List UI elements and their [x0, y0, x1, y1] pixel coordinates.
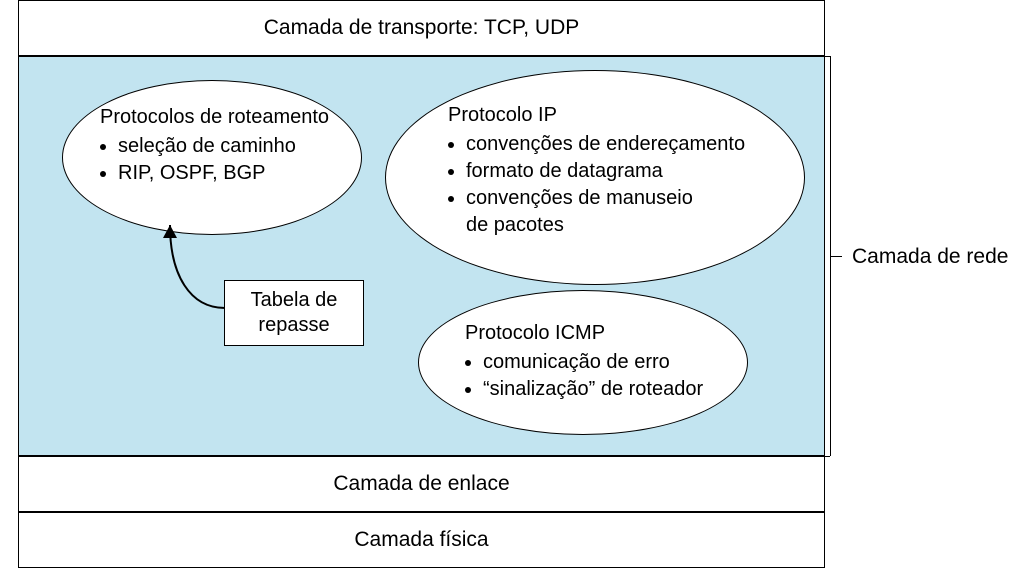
ip-list: convenções de endereçamento formato de d…	[448, 131, 745, 239]
transport-layer-label: Camada de transporte: TCP, UDP	[264, 16, 580, 40]
icmp-list: comunicação de erro “sinalização” de rot…	[465, 349, 703, 403]
icmp-title: Protocolo ICMP	[465, 320, 703, 347]
routing-list: seleção de caminho RIP, OSPF, BGP	[100, 133, 329, 187]
forwarding-table-label: Tabela de repasse	[251, 288, 338, 338]
forwarding-table-box: Tabela de repasse	[224, 280, 364, 346]
ip-item: convenções de manuseio de pacotes	[466, 185, 745, 239]
routing-item: RIP, OSPF, BGP	[118, 160, 329, 187]
physical-layer-box: Camada física	[18, 512, 825, 568]
icmp-item: comunicação de erro	[483, 349, 703, 376]
icmp-protocol-content: Protocolo ICMP comunicação de erro “sina…	[465, 320, 703, 403]
routing-item: seleção de caminho	[118, 133, 329, 160]
arrow-forwarding-to-routing	[130, 220, 240, 320]
routing-title: Protocolos de roteamento	[100, 104, 329, 131]
network-layer-bracket	[830, 56, 844, 456]
ip-item: convenções de endereçamento	[466, 131, 745, 158]
network-layer-side-label: Camada de rede	[852, 245, 1008, 269]
ip-protocol-content: Protocolo IP convenções de endereçamento…	[448, 102, 745, 239]
icmp-item: “sinalização” de roteador	[483, 376, 703, 403]
ip-title: Protocolo IP	[448, 102, 745, 129]
ip-item: formato de datagrama	[466, 158, 745, 185]
link-layer-label: Camada de enlace	[333, 472, 509, 496]
physical-layer-label: Camada física	[354, 528, 488, 552]
diagram-canvas: Camada de transporte: TCP, UDP Camada de…	[0, 0, 1024, 587]
link-layer-box: Camada de enlace	[18, 456, 825, 512]
routing-protocols-content: Protocolos de roteamento seleção de cami…	[100, 104, 329, 187]
transport-layer-box: Camada de transporte: TCP, UDP	[18, 0, 825, 56]
